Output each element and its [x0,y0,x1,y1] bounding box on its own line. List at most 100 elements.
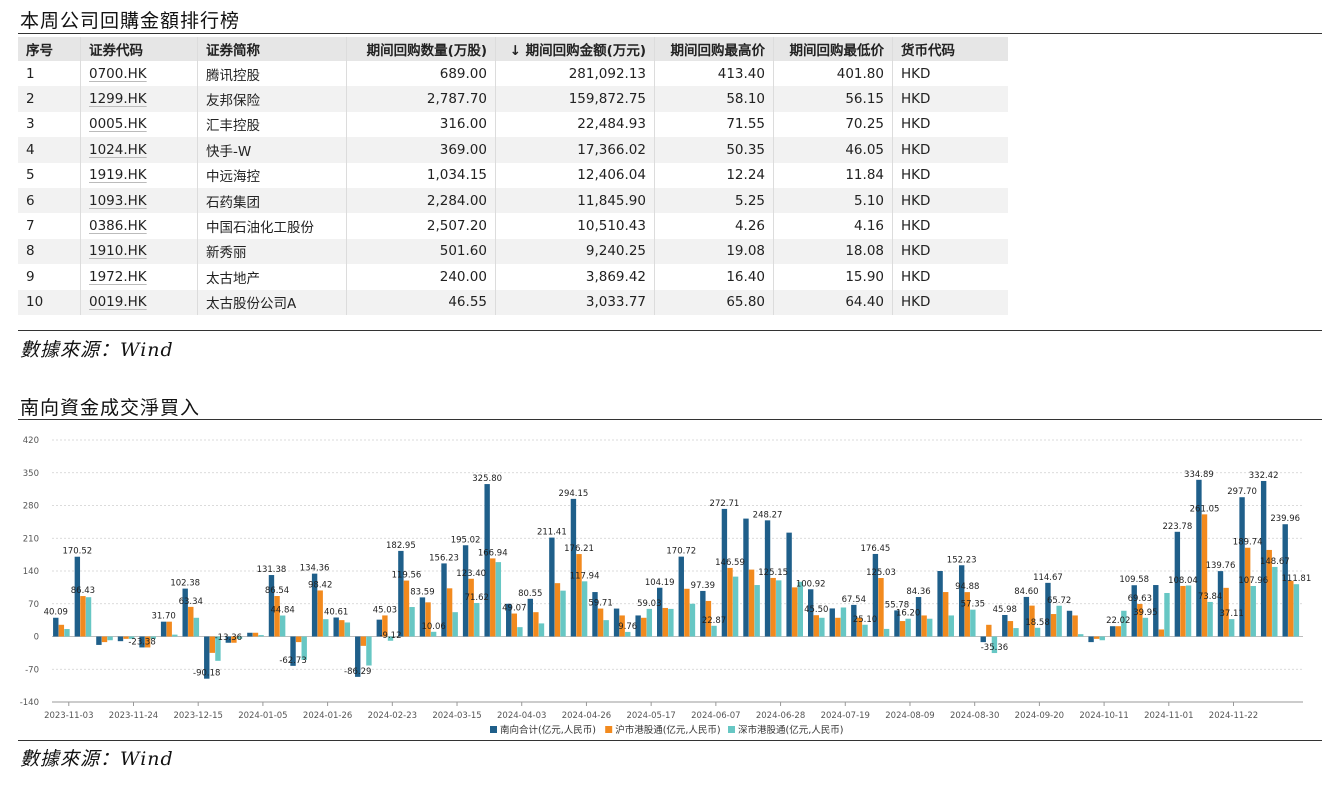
cell-rank: 6 [18,187,81,214]
bar-total [182,588,188,637]
data-label: 134.36 [300,564,330,574]
security-code-link[interactable]: 1093.HK [89,192,147,209]
bar-total [1260,480,1267,637]
cell-high: 5.25 [654,187,774,214]
bar-shenzhen [387,636,394,641]
table-row[interactable]: 6 1093.HK 石药集团 2,284.00 11,845.90 5.25 5.10 HKD [18,187,1008,214]
bar-shenzhen [797,581,803,637]
cell-code[interactable]: 0019.HK [80,289,198,315]
data-label: 73.84 [1198,592,1222,602]
table-header-row: 序号 证券代码 证券简称 期间回购数量(万股) ↓ 期间回购金额(万元) 期间回… [18,37,1008,61]
data-label: 261.05 [1190,504,1220,514]
table-row[interactable]: 10 0019.HK 太古股份公司A 46.55 3,033.77 65.80 64.40 H… [18,289,1008,315]
security-code-link[interactable]: 0700.HK [89,65,147,82]
bar-shanghai [317,590,323,637]
data-label: 10.06 [421,622,445,632]
cell-code[interactable]: 0005.HK [80,111,198,138]
bar-shenzhen [236,636,243,639]
cell-name: 汇丰控股 [197,111,347,138]
data-label: 334.89 [1184,470,1214,480]
bar-shenzhen [172,634,178,637]
bar-shanghai [1115,626,1121,637]
table-row[interactable]: 9 1972.HK 太古地产 240.00 3,869.42 16.40 15.90 HKD [18,264,1008,290]
data-label: 83.59 [410,587,434,597]
cell-code[interactable]: 0386.HK [80,213,198,239]
y-tick-label: 350 [23,469,39,479]
cell-code[interactable]: 1093.HK [80,187,198,214]
bar-total [441,563,447,637]
data-label: 248.27 [753,510,783,520]
security-code-link[interactable]: 1972.HK [89,268,147,285]
bar-total [1217,571,1224,637]
bar-shenzhen [625,631,631,637]
bar-total [657,587,663,637]
security-code-link[interactable]: 0019.HK [89,294,147,311]
col-header-quantity[interactable]: 期间回购数量(万股) [346,37,496,61]
cell-amount: 159,872.75 [495,86,655,112]
bar-shanghai [684,588,690,637]
table-row[interactable]: 8 1910.HK 新秀丽 501.60 9,240.25 19.08 18.08 HKD [18,238,1008,265]
bar-shanghai [490,558,496,637]
bar-shanghai [727,567,733,637]
cell-quantity: 2,507.20 [346,213,496,239]
data-label: 97.39 [691,581,715,591]
table-row[interactable]: 5 1919.HK 中远海控 1,034.15 12,406.04 12.24 11.84 H… [18,162,1008,188]
table-row[interactable]: 2 1299.HK 友邦保险 2,787.70 159,872.75 58.10 56.15… [18,86,1008,112]
cell-quantity: 46.55 [346,289,496,315]
bar-shanghai [382,615,388,637]
col-header-low[interactable]: 期间回购最低价 [773,37,893,61]
y-tick-label: -140 [20,698,39,708]
bar-shenzhen [819,617,825,637]
security-code-link[interactable]: 1024.HK [89,141,147,158]
bar-shenzhen [215,636,221,661]
table-row[interactable]: 7 0386.HK 中国石油化工股份 2,507.20 10,510.43 4.26 4.1… [18,213,1008,239]
table-row[interactable]: 3 0005.HK 汇丰控股 316.00 22,484.93 71.55 70.25 HKD [18,111,1008,138]
table-row[interactable]: 1 0700.HK 腾讯控股 689.00 281,092.13 413.40 401.80… [18,61,1008,87]
security-code-link[interactable]: 0386.HK [89,218,147,235]
cell-low: 5.10 [773,187,893,214]
bar-shanghai [80,596,86,637]
cell-currency: HKD [892,137,1008,163]
data-label: 9.76 [618,622,637,632]
bar-shenzhen [668,608,674,637]
col-header-currency[interactable]: 货币代码 [892,37,1008,61]
data-label: 223.78 [1162,522,1192,532]
security-code-link[interactable]: 0005.HK [89,116,147,133]
bar-shenzhen [1293,584,1300,637]
col-header-rank[interactable]: 序号 [18,37,81,61]
table-row[interactable]: 4 1024.HK 快手-W 369.00 17,366.02 50.35 46.05 HKD [18,137,1008,163]
data-label: 108.04 [1168,576,1198,586]
bar-shenzhen [1250,585,1256,637]
cell-code[interactable]: 0700.HK [80,61,198,87]
security-code-link[interactable]: 1910.HK [89,243,147,260]
x-tick-label: 2023-12-15 [173,711,222,721]
cell-code[interactable]: 1919.HK [80,162,198,188]
col-header-amount[interactable]: ↓ 期间回购金额(万元) [495,37,655,61]
bar-shanghai [511,613,518,637]
bar-total [851,604,857,637]
bar-shenzhen [1013,628,1019,637]
title-divider [18,33,1322,34]
bar-total [311,573,318,637]
cell-rank: 10 [18,289,81,315]
data-label: 63.34 [179,597,203,607]
bar-shenzhen [1034,627,1041,637]
x-tick-label: 2023-11-24 [109,711,158,721]
bar-shenzhen [452,612,458,637]
bar-total [1174,531,1181,637]
data-label: 100.92 [796,579,826,589]
cell-code[interactable]: 1972.HK [80,264,198,290]
col-header-name[interactable]: 证券简称 [197,37,347,61]
col-header-high[interactable]: 期间回购最高价 [654,37,774,61]
cell-amount: 3,869.42 [495,264,655,290]
cell-code[interactable]: 1024.HK [80,137,198,163]
security-code-link[interactable]: 1299.HK [89,91,147,108]
cell-code[interactable]: 1910.HK [80,238,198,265]
cell-rank: 3 [26,116,35,133]
cell-code[interactable]: 1299.HK [80,86,198,112]
y-tick-label: 0 [34,633,39,643]
col-header-code[interactable]: 证券代码 [80,37,198,61]
bar-total [1153,585,1159,637]
security-code-link[interactable]: 1919.HK [89,167,147,184]
bar-shenzhen [732,576,739,637]
